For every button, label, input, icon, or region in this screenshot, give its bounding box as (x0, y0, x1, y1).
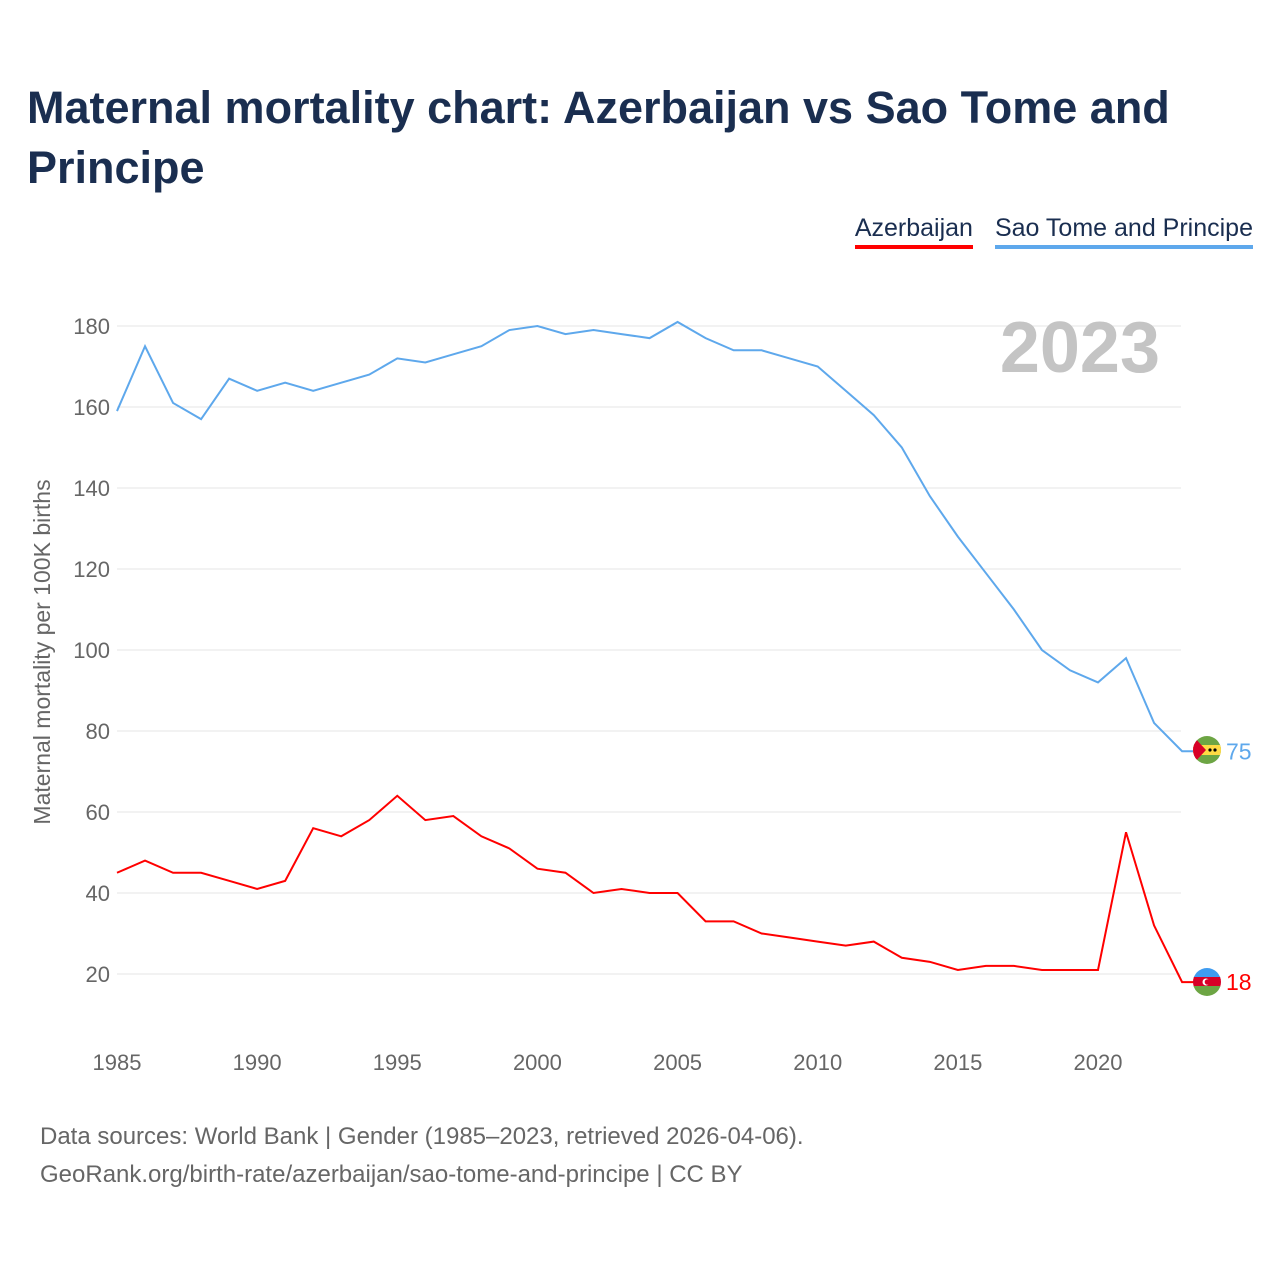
sao-tome-flag-icon (1193, 736, 1221, 764)
legend-item-azerbaijan[interactable]: Azerbaijan (854, 214, 973, 249)
end-value-label: 18 (1226, 969, 1252, 995)
y-tick-label: 80 (86, 719, 110, 744)
azerbaijan-flag-icon (1193, 968, 1221, 996)
source-text: Data sources: World Bank | Gender (1985–… (40, 1123, 804, 1150)
series-line-sao-tome (116, 320, 1195, 753)
y-axis-label: Maternal mortality per 100K births (29, 479, 55, 824)
footer: Data sources: World Bank | Gender (1985–… (40, 1118, 804, 1194)
x-tick-label: 2015 (933, 1050, 982, 1075)
legend: Azerbaijan Sao Tome and Principe (854, 214, 1253, 249)
source-link[interactable]: GeoRank.org/birth-rate/azerbaijan/sao-to… (40, 1161, 743, 1188)
y-tick-label: 140 (73, 476, 110, 501)
x-tick-label: 2020 (1074, 1050, 1123, 1075)
year-label: 2023 (1000, 308, 1160, 388)
y-tick-label: 160 (73, 395, 110, 420)
x-tick-label: 2005 (653, 1050, 702, 1075)
x-tick-label: 2000 (513, 1050, 562, 1075)
chart-title: Maternal mortality chart: Azerbaijan vs … (27, 82, 1170, 193)
series-line-azerbaijan (116, 794, 1195, 984)
y-tick-label: 20 (86, 962, 110, 987)
x-tick-label: 2010 (793, 1050, 842, 1075)
y-tick-label: 60 (86, 800, 110, 825)
x-tick-label: 1985 (93, 1050, 142, 1075)
y-tick-label: 40 (86, 881, 110, 906)
x-tick-label: 1995 (373, 1050, 422, 1075)
legend-item-sao-tome[interactable]: Sao Tome and Principe (994, 214, 1253, 249)
y-tick-label: 100 (73, 638, 110, 663)
x-tick-label: 1990 (233, 1050, 282, 1075)
y-tick-label: 180 (73, 314, 110, 339)
end-value-label: 75 (1226, 738, 1252, 764)
y-tick-label: 120 (73, 557, 110, 582)
